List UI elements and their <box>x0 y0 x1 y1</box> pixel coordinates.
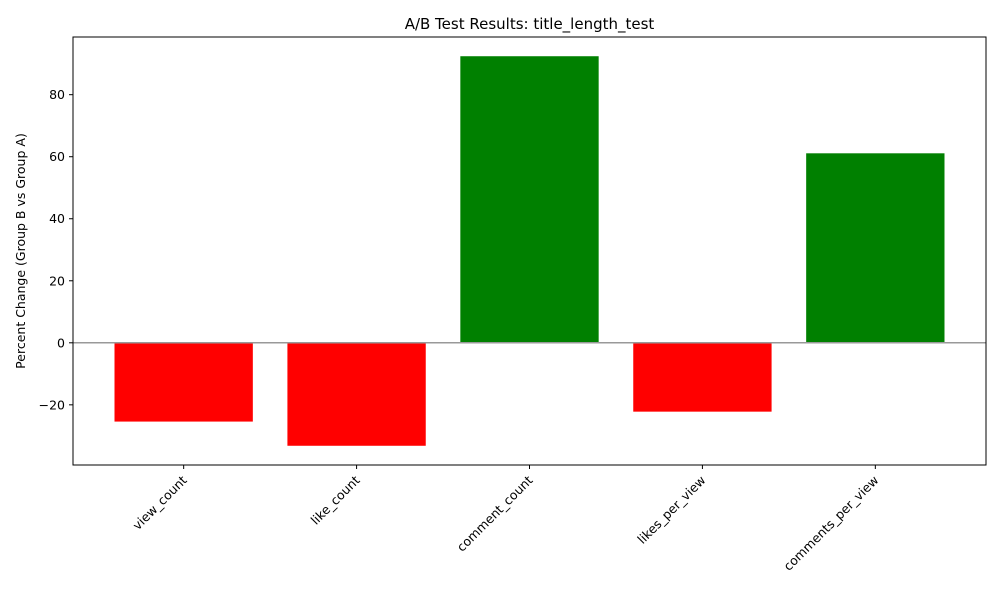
bar-comments_per_view <box>806 153 945 343</box>
x-tick-label: comments_per_view <box>780 473 881 574</box>
bar-comment_count <box>460 56 599 343</box>
chart-title: A/B Test Results: title_length_test <box>405 15 655 34</box>
y-axis-label: Percent Change (Group B vs Group A) <box>13 133 28 369</box>
x-tick-label: view_count <box>129 472 189 532</box>
bar-like_count <box>287 342 426 446</box>
x-tick-label: like_count <box>308 472 363 527</box>
bar-view_count <box>114 342 253 422</box>
y-tick-label: 80 <box>49 87 65 102</box>
bars-layer <box>114 56 945 446</box>
y-tick-label: 20 <box>49 273 65 288</box>
x-tick-label: comment_count <box>454 472 536 554</box>
y-tick-label: 0 <box>57 335 65 350</box>
y-tick-label: 40 <box>49 211 65 226</box>
y-tick-label: −20 <box>39 397 65 412</box>
bar-likes_per_view <box>633 342 772 412</box>
y-tick-label: 60 <box>49 149 65 164</box>
x-ticks: view_count like_count comment_count likes_p… <box>129 465 881 574</box>
y-ticks: −20 0 20 40 60 80 <box>39 87 73 412</box>
x-tick-label: likes_per_view <box>634 473 708 547</box>
